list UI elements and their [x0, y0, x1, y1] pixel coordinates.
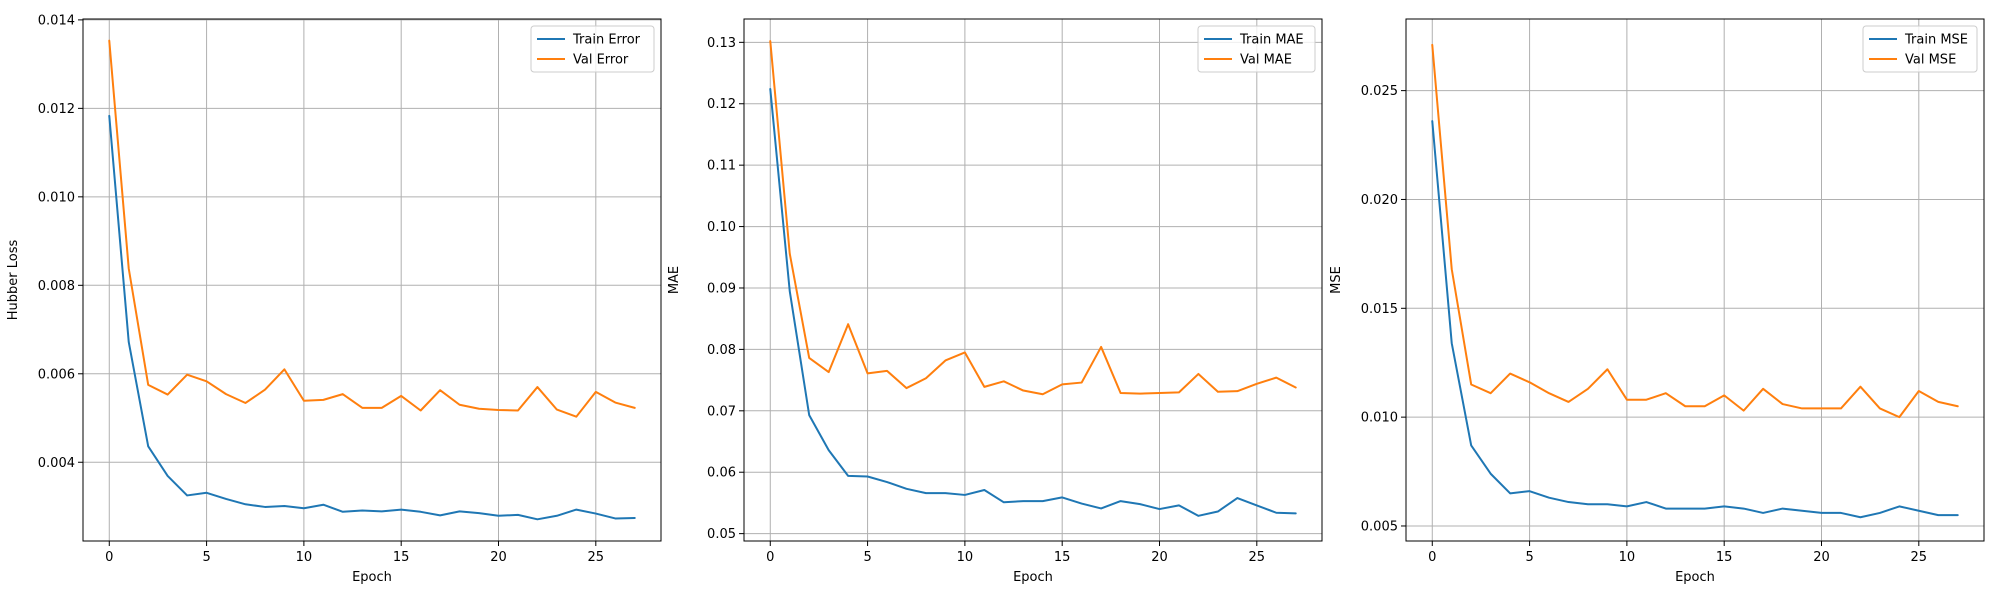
- panel-2-ytick-label: 0.08: [707, 343, 736, 358]
- panel-3-ylabel: MSE: [1329, 266, 1344, 294]
- panel-3-legend-label-train: Train MSE: [1904, 33, 1968, 48]
- panel-1-ylabel: Hubber Loss: [6, 240, 21, 321]
- panel-2-axes-frame: [743, 18, 1323, 542]
- panel-1-ytick-label: 0.006: [38, 367, 75, 382]
- panel-2-legend: Train MAE Val MAE: [1197, 25, 1316, 73]
- panel-1-ytick-label: 0.008: [38, 279, 75, 294]
- panel-2-ytick-label: 0.06: [707, 466, 736, 481]
- panel-2-xtick-label: 20: [1151, 550, 1168, 565]
- panel-1-series-train: [108, 114, 636, 521]
- panel-3-series-train: [1431, 120, 1959, 519]
- panel-3-axes-frame: [1405, 18, 1985, 542]
- panel-3-xlabel: Epoch: [1675, 570, 1715, 585]
- panel-1-legend-label-train: Train Error: [572, 33, 641, 48]
- panel-2-ytick-label: 0.13: [707, 36, 736, 51]
- panel-2-xlabel: Epoch: [1013, 570, 1053, 585]
- panel-2-ytick-label: 0.10: [707, 220, 736, 235]
- panel-2-xtick-label: 10: [957, 550, 974, 565]
- panel-3-series-val: [1431, 43, 1959, 419]
- panel-1-xtick-label: 5: [202, 550, 210, 565]
- panel-2-xtick-label: 5: [863, 550, 871, 565]
- panel-3-legend-box: [1862, 25, 1978, 73]
- panel-1-xtick-label: 25: [588, 550, 605, 565]
- panel-3-ytick-label: 0.005: [1361, 519, 1398, 534]
- panel-1-axes-frame: [82, 18, 662, 542]
- panel-1-legend: Train Error Val Error: [530, 25, 655, 73]
- panel-2-legend-label-train: Train MAE: [1239, 33, 1304, 48]
- panel-2-xtick-label: 15: [1054, 550, 1071, 565]
- panel-1-xtick-label: 20: [490, 550, 507, 565]
- panel-2-ytick-label: 0.05: [707, 527, 736, 542]
- panel-2-ylabel: MAE: [667, 266, 682, 294]
- panel-1-ytick-label: 0.014: [38, 13, 75, 28]
- panel-2-series-train: [769, 88, 1297, 517]
- panel-2-legend-label-val: Val MAE: [1240, 53, 1292, 68]
- panel-1-legend-box: [530, 25, 655, 73]
- panel-3-xtick-label: 20: [1813, 550, 1830, 565]
- panel-3-xtick-label: 15: [1716, 550, 1733, 565]
- panel-3-legend: Train MSE Val MSE: [1862, 25, 1978, 73]
- panel-2-legend-box: [1197, 25, 1316, 73]
- panel-3-ytick-label: 0.010: [1361, 411, 1398, 426]
- panel-2-ytick-label: 0.11: [707, 159, 736, 174]
- panel-1-legend-label-val: Val Error: [573, 53, 629, 68]
- panel-3: 0 5 10 15 20 25 0.005 0.010 0.015 0.020 0.025 Epoch…: [1329, 18, 1985, 585]
- panel-1-xlabel: Epoch: [352, 570, 392, 585]
- panel-3-ytick-label: 0.015: [1361, 302, 1398, 317]
- panel-3-xtick-label: 25: [1911, 550, 1928, 565]
- panel-1: 0 5 10 15 20 25 0.004 0.006 0.008 0.010 0.012 0.014…: [6, 13, 662, 585]
- panel-1-ytick-label: 0.010: [38, 190, 75, 205]
- panel-2-ytick-label: 0.07: [707, 404, 736, 419]
- panel-1-series-val: [108, 39, 636, 418]
- panel-2: 0 5 10 15 20 25 0.05 0.06 0.07 0.08 0.09 0.10 0.11 0.…: [667, 18, 1323, 585]
- panel-1-xtick-label: 10: [296, 550, 313, 565]
- panel-2-ytick-label: 0.12: [707, 97, 736, 112]
- panel-1-ytick-label: 0.012: [38, 102, 75, 117]
- panel-2-xtick-label: 25: [1249, 550, 1266, 565]
- panel-3-xtick-label: 0: [1428, 550, 1436, 565]
- panel-2-series-val: [769, 40, 1297, 396]
- panel-2-ytick-label: 0.09: [707, 281, 736, 296]
- panel-3-xtick-label: 5: [1525, 550, 1533, 565]
- panel-1-xtick-label: 0: [105, 550, 113, 565]
- panel-3-xtick-label: 10: [1619, 550, 1636, 565]
- panel-2-xtick-label: 0: [766, 550, 774, 565]
- panel-1-ytick-label: 0.004: [38, 456, 75, 471]
- panel-3-ytick-label: 0.025: [1361, 84, 1398, 99]
- panel-1-xtick-label: 15: [393, 550, 410, 565]
- panel-3-ytick-label: 0.020: [1361, 193, 1398, 208]
- panel-3-legend-label-val: Val MSE: [1905, 53, 1956, 68]
